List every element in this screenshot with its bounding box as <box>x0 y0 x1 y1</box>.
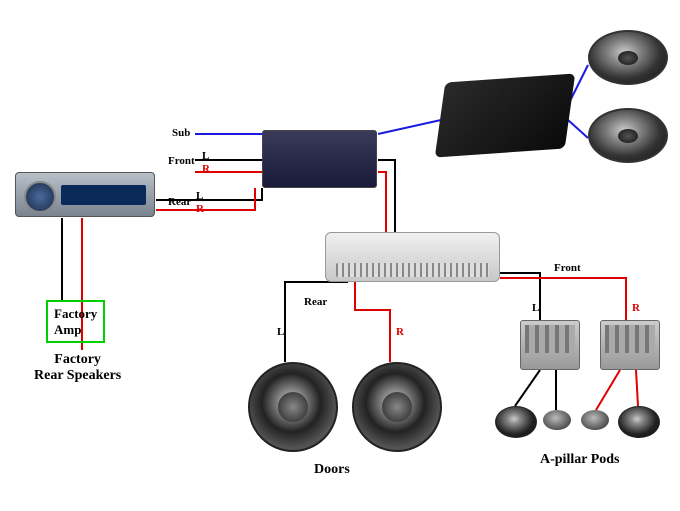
crossover-left <box>520 320 580 370</box>
tweeter-right <box>581 410 609 430</box>
label-rear-R: R <box>196 203 204 215</box>
wire-right <box>596 370 620 410</box>
label-amp-rear: Rear <box>304 296 327 308</box>
eq-processor <box>262 130 377 188</box>
wire-right <box>636 370 638 406</box>
wire-right <box>355 282 390 362</box>
label-front-R: R <box>202 163 210 175</box>
label-a-pillar-pods: A-pillar Pods <box>540 452 619 468</box>
label-front-L: L <box>202 150 209 162</box>
label-doors: Doors <box>314 462 350 478</box>
door-speaker-left <box>248 362 338 452</box>
sub-amp <box>435 73 576 157</box>
midrange-left <box>495 406 537 438</box>
label-rear-L: L <box>196 190 203 202</box>
midrange-right <box>618 406 660 438</box>
factory-amp-label: FactoryAmp <box>54 306 97 337</box>
label-rear: Rear <box>168 196 191 208</box>
label-amp-rear-L: L <box>277 326 284 338</box>
four-channel-amp <box>325 232 500 282</box>
wire-sub <box>568 120 588 138</box>
wire-left <box>515 370 540 406</box>
wire-left <box>285 282 348 362</box>
wire-right <box>500 278 626 320</box>
wire-right <box>378 172 386 232</box>
head-unit <box>15 172 155 217</box>
label-sub: Sub <box>172 127 190 139</box>
factory-amp-box: FactoryAmp <box>46 300 105 343</box>
label-amp-front-L: L <box>532 302 539 314</box>
label-front: Front <box>168 155 195 167</box>
crossover-right <box>600 320 660 370</box>
label-amp-front-R: R <box>632 302 640 314</box>
label-factory-rear-speakers: FactoryRear Speakers <box>34 352 121 384</box>
label-amp-rear-R: R <box>396 326 404 338</box>
label-amp-front: Front <box>554 262 581 274</box>
subwoofer-1 <box>588 30 668 85</box>
subwoofer-2 <box>588 108 668 163</box>
door-speaker-right <box>352 362 442 452</box>
tweeter-left <box>543 410 571 430</box>
